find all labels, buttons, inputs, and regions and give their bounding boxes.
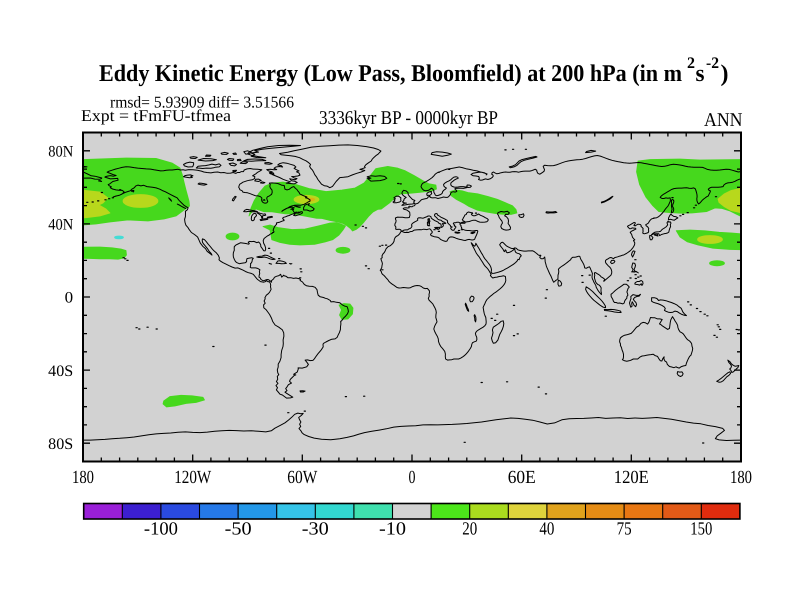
svg-text:40: 40 xyxy=(539,520,554,540)
svg-text:60W: 60W xyxy=(287,468,317,488)
svg-text:-2: -2 xyxy=(706,55,719,72)
svg-text:0: 0 xyxy=(65,290,74,307)
svg-text:120E: 120E xyxy=(614,468,649,488)
svg-text:40S: 40S xyxy=(48,363,73,380)
svg-text:75: 75 xyxy=(617,520,632,540)
svg-text:80N: 80N xyxy=(48,144,73,161)
svg-text:0: 0 xyxy=(409,468,416,488)
svg-text:ANN: ANN xyxy=(704,110,743,131)
svg-text:): ) xyxy=(721,61,729,87)
svg-text:80S: 80S xyxy=(48,436,73,453)
svg-text:s: s xyxy=(696,61,705,87)
svg-text:150: 150 xyxy=(690,520,712,540)
svg-text:20: 20 xyxy=(462,520,477,540)
svg-text:180: 180 xyxy=(72,468,94,488)
svg-text:120W: 120W xyxy=(174,468,211,488)
svg-text:-100: -100 xyxy=(144,520,178,540)
svg-text:3336kyr BP - 0000kyr BP: 3336kyr BP - 0000kyr BP xyxy=(319,108,498,129)
svg-text:40N: 40N xyxy=(48,217,73,234)
svg-text:60E: 60E xyxy=(508,468,536,488)
svg-text:rmsd= 5.93909 diff= 3.51566: rmsd= 5.93909 diff= 3.51566 xyxy=(110,93,294,112)
svg-text:-50: -50 xyxy=(225,520,252,540)
svg-text:Expt = tFmFU-tfmea: Expt = tFmFU-tfmea xyxy=(81,106,232,125)
svg-text:180: 180 xyxy=(730,468,752,488)
svg-text:-10: -10 xyxy=(379,520,406,540)
svg-text:2: 2 xyxy=(687,55,695,72)
svg-text:Eddy Kinetic Energy (Low Pass,: Eddy Kinetic Energy (Low Pass, Bloomfiel… xyxy=(99,61,682,87)
svg-text:-30: -30 xyxy=(302,520,329,540)
